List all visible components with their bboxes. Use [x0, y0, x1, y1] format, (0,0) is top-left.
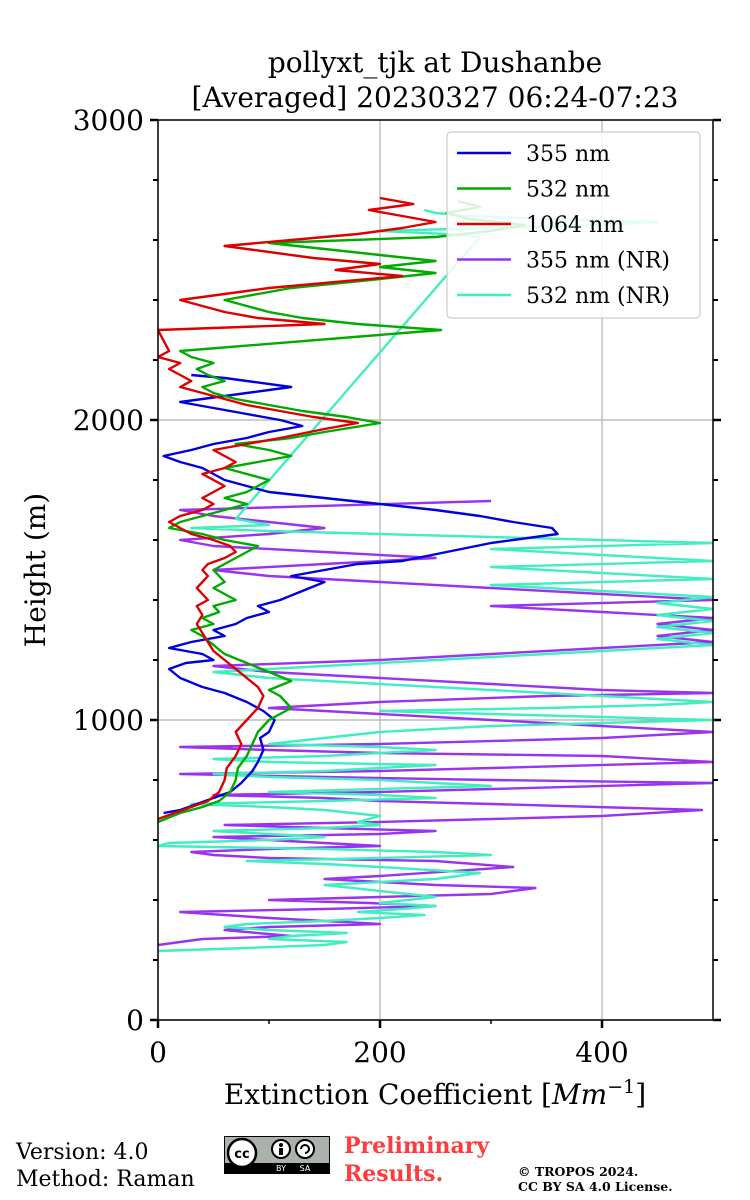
by-label: BY [276, 1164, 286, 1173]
legend: 355 nm 532 nm 1064 nm 355 nm (NR) 532 nm (NR… [446, 131, 701, 319]
by-icon-head [279, 1143, 283, 1147]
x-axis-label-exponent: −1 [607, 1076, 635, 1098]
sa-icon-arrow [300, 1144, 310, 1154]
legend-entry-label: 355 nm [526, 142, 610, 167]
axis-ticks: 0 200 400 0 1000 2000 3000 [73, 104, 721, 1069]
series-line-532-nm-nr- [158, 208, 713, 953]
preliminary-line2: Results. [344, 1161, 444, 1187]
x-tick-label: 400 [575, 1036, 628, 1069]
series-line-532-nm [158, 199, 526, 824]
legend-entry-label: 532 nm (NR) [526, 284, 670, 309]
x-tick-label: 200 [353, 1036, 406, 1069]
legend-box [446, 131, 701, 319]
series-line-355-nm [162, 373, 559, 815]
x-axis-label-unit: Mm [551, 1078, 607, 1111]
y-tick-label: 1000 [73, 704, 144, 737]
sa-label: SA [300, 1164, 311, 1173]
cc-by-sa-badge: cc BY SA [224, 1136, 330, 1174]
plot-frame [157, 119, 714, 1021]
chart-title-line2: [Averaged] 20230327 06:24-07:23 [192, 81, 679, 114]
y-tick-label: 0 [126, 1004, 144, 1037]
copyright-line1: © TROPOS 2024. [518, 1164, 639, 1179]
copyright-line2: CC BY SA 4.0 License. [518, 1179, 673, 1194]
data-series [158, 196, 713, 953]
badge-bottom-strip [225, 1163, 329, 1173]
copyright-notice: © TROPOS 2024. CC BY SA 4.0 License. [518, 1164, 673, 1194]
legend-entry-label: 532 nm [526, 178, 610, 203]
version-text: Version: 4.0 [16, 1140, 149, 1165]
by-icon-body [279, 1148, 283, 1155]
y-tick-label: 3000 [73, 104, 144, 137]
legend-entry-label: 355 nm (NR) [526, 249, 670, 274]
legend-entry-label: 1064 nm [526, 213, 624, 238]
sa-icon [295, 1139, 315, 1159]
y-tick-label: 2000 [73, 404, 144, 437]
x-tick-label: 0 [149, 1036, 167, 1069]
method-text: Method: Raman [16, 1167, 195, 1192]
cc-icon-text: cc [234, 1147, 249, 1162]
x-axis-label-text: Extinction Coefficient [ [224, 1078, 552, 1111]
preliminary-results-notice: Preliminary Results. [344, 1132, 489, 1188]
cc-icon [226, 1137, 258, 1169]
y-axis-label: Height (m) [19, 493, 52, 647]
preliminary-line1: Preliminary [344, 1133, 490, 1159]
series-line-1064-nm [158, 196, 437, 821]
chart-title-line1: pollyxt_tjk at Dushanbe [268, 46, 602, 79]
x-axis-label: Extinction Coefficient [Mm−1] [224, 1076, 646, 1111]
x-axis-label-end: ] [635, 1078, 646, 1111]
